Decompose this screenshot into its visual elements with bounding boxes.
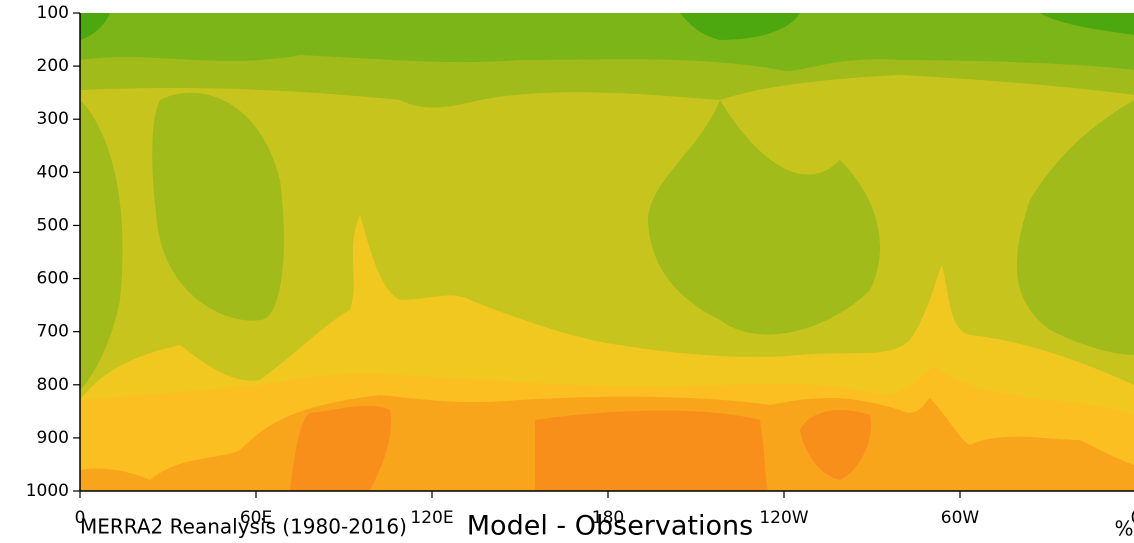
- x-tick-label: 0: [75, 508, 86, 528]
- subtitle: MERRA2 Reanalysis (1980-2016): [80, 515, 407, 539]
- y-tick-label: 700: [37, 322, 69, 342]
- chart-title: Model - Observations: [467, 511, 753, 542]
- y-tick-label: 400: [37, 162, 69, 182]
- contour-field: [80, 13, 1134, 491]
- y-tick-label: 600: [37, 269, 69, 289]
- y-tick-label: 800: [37, 375, 69, 395]
- y-tick-label: 300: [37, 109, 69, 129]
- x-tick-label: 60W: [941, 508, 980, 528]
- x-tick-label: 180: [592, 508, 624, 528]
- y-tick-label: 500: [37, 215, 69, 235]
- y-tick-label: 200: [37, 56, 69, 76]
- y-tick-label: 1000: [26, 481, 69, 501]
- units-label: %: [1114, 517, 1133, 541]
- x-tick-label: 60E: [240, 508, 272, 528]
- y-tick-label: 900: [37, 428, 69, 448]
- y-tick-label: 100: [37, 3, 69, 23]
- x-tick-label: 120W: [759, 508, 808, 528]
- x-tick-label: 0: [1131, 508, 1134, 528]
- x-tick-label: 120E: [410, 508, 453, 528]
